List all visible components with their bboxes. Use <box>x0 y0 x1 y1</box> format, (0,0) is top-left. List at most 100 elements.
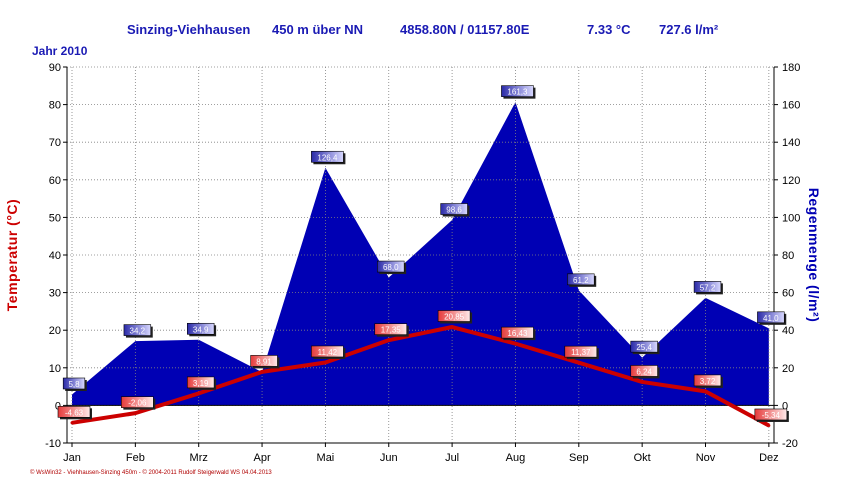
left-tick-label: 60 <box>49 175 61 187</box>
temperature-point <box>450 325 454 329</box>
temp-label-box <box>437 310 471 322</box>
precip-label-box <box>311 150 344 163</box>
precip-label-box <box>757 311 785 324</box>
right-tick-label: 120 <box>782 175 800 187</box>
left-axis-title: Temperatur (°C) <box>4 199 20 311</box>
x-tick-label: Dez <box>759 452 779 464</box>
right-axis-title: Regenmenge (l/m²) <box>806 188 822 323</box>
precip-label-box <box>630 340 658 353</box>
precip-data-label: 5,8 <box>68 380 80 389</box>
precip-label-box <box>693 281 722 293</box>
x-tick-label: Mrz <box>190 452 208 464</box>
temperature-point <box>513 342 517 346</box>
temp-label-box <box>187 376 215 389</box>
temperature-point <box>704 389 707 393</box>
left-tick-label: 40 <box>49 250 61 262</box>
x-tick-label: Feb <box>126 452 145 464</box>
temperature-point <box>323 360 327 364</box>
x-tick-label: Aug <box>506 452 526 464</box>
left-tick-label: 20 <box>49 325 61 337</box>
precip-data-label: 34,9 <box>193 325 209 334</box>
temp-label-box <box>121 396 154 408</box>
temp-label-box <box>630 365 658 377</box>
temperature-line <box>71 325 770 428</box>
left-tick-label: 70 <box>49 137 61 149</box>
temperature-point <box>197 391 201 395</box>
precip-label-box <box>440 203 468 215</box>
footer-credit: © WsWin32 - Viehhausen-Sinzing 450m - © … <box>30 470 272 476</box>
temp-data-label: 3,19 <box>193 379 209 388</box>
temperature-point <box>70 421 74 425</box>
precip-data-label: 25,4 <box>636 343 652 352</box>
right-tick-label: 160 <box>782 100 800 112</box>
right-tick-label: 40 <box>782 325 794 337</box>
x-tick-label: Jun <box>380 452 398 464</box>
temp-label-box <box>693 374 722 387</box>
precip-label-box <box>62 377 86 390</box>
temp-data-label: -2,06 <box>128 399 147 408</box>
coordinates-text: 4858.80N / 01157.80E <box>400 22 530 37</box>
precip-data-label: 161,3 <box>507 88 528 97</box>
temperature-point <box>767 423 771 427</box>
temp-label-box <box>250 355 278 367</box>
precip-label-box <box>501 85 534 97</box>
precip-label-box <box>567 273 595 286</box>
precip-data-label: 61,2 <box>573 276 589 285</box>
temp-label-box <box>564 345 598 358</box>
right-tick-label: 180 <box>782 62 800 74</box>
right-tick-label: 0 <box>782 400 788 412</box>
temp-label-box <box>57 406 91 418</box>
temperature-point <box>387 338 391 342</box>
x-tick-label: Sep <box>569 452 589 464</box>
right-tick-label: 80 <box>782 250 794 262</box>
precip-label-box <box>187 322 215 335</box>
precip-label-box <box>123 324 152 336</box>
x-tick-label: Mai <box>317 452 335 464</box>
temp-data-label: 11,42 <box>318 348 338 357</box>
right-tick-label: -20 <box>782 438 798 450</box>
temp-data-label: 6,24 <box>636 367 652 376</box>
x-tick-label: Nov <box>696 452 716 464</box>
precip-data-label: 126,4 <box>317 153 338 162</box>
right-tick-label: 100 <box>782 212 800 224</box>
precip-data-label: 34,2 <box>130 327 146 336</box>
precip-data-label: 41,0 <box>763 314 779 323</box>
x-tick-label: Apr <box>253 452 270 464</box>
precip-area <box>72 102 769 406</box>
temp-data-label: 3,72 <box>700 377 716 386</box>
temp-label-box <box>374 323 408 335</box>
x-tick-label: Jan <box>63 452 81 464</box>
temperature-point <box>640 380 644 384</box>
left-tick-label: -10 <box>45 438 61 450</box>
temperature-point <box>577 361 581 365</box>
altitude-text: 450 m über NN <box>272 22 364 37</box>
year-label: Jahr 2010 <box>32 44 88 58</box>
left-tick-label: 80 <box>49 100 61 112</box>
temperature-point <box>133 411 137 415</box>
precip-data-label: 68,0 <box>383 263 399 272</box>
x-tick-label: Okt <box>634 452 651 464</box>
temp-data-label: 11,37 <box>571 348 591 357</box>
temp-label-box <box>311 345 344 358</box>
right-tick-label: 20 <box>782 363 794 375</box>
temperature-point <box>260 370 264 374</box>
right-tick-label: 60 <box>782 288 794 300</box>
left-tick-label: 10 <box>49 363 61 375</box>
left-tick-label: 30 <box>49 288 61 300</box>
left-tick-label: 90 <box>49 62 61 74</box>
temp-data-label: 20,85 <box>444 313 465 322</box>
temp-label-box <box>501 326 534 339</box>
precip-label-box <box>377 260 405 273</box>
mean-temperature: 7.33 °C <box>587 22 631 37</box>
x-tick-label: Jul <box>445 452 459 464</box>
temp-label-box <box>754 408 788 421</box>
precip-data-label: 57,2 <box>700 283 716 292</box>
left-tick-label: 50 <box>49 212 61 224</box>
right-tick-label: 140 <box>782 137 800 149</box>
temp-data-label: -5,34 <box>762 411 781 420</box>
total-precipitation: 727.6 l/m² <box>659 22 719 37</box>
station-name: Sinzing-Viehhausen <box>127 22 251 37</box>
precip-data-label: 98,6 <box>446 206 462 215</box>
